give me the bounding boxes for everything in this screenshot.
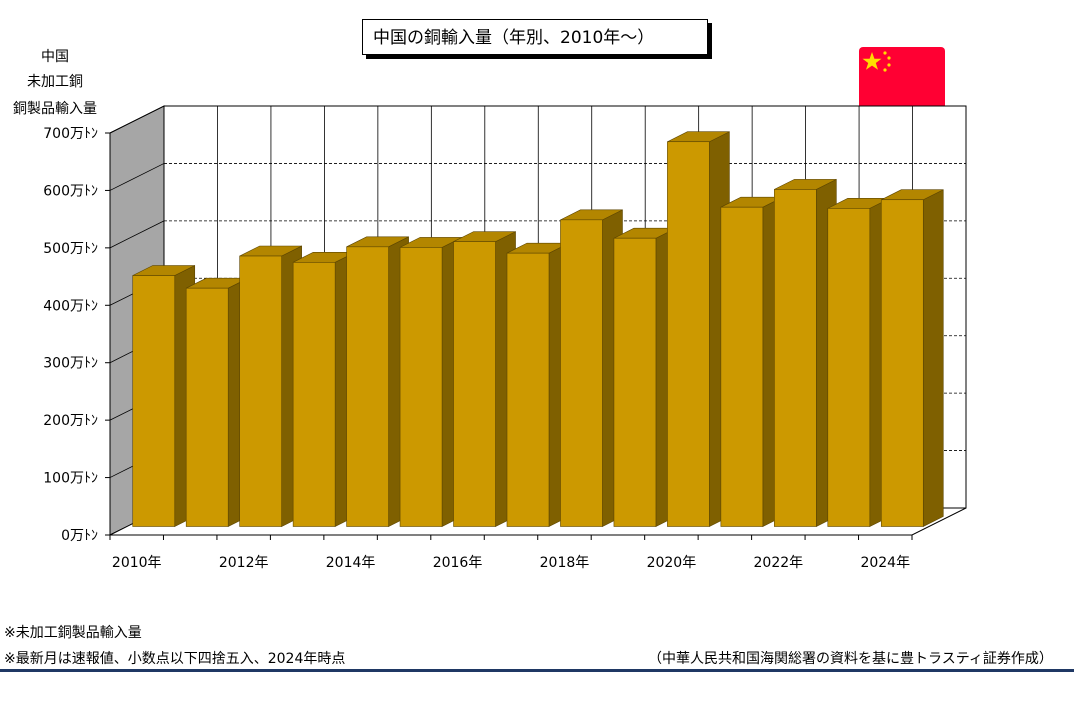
bar [399,247,443,527]
y-tick-label: 300万ﾄﾝ [43,356,98,372]
y-tick-label: 200万ﾄﾝ [43,413,98,429]
note-2: ※最新月は速報値、小数点以下四捨五入、2024年時点 [4,651,346,667]
gridline-wall [109,105,165,134]
gridline-wall [109,220,165,249]
bar [560,219,603,527]
x-tick-label: 2020年 [647,555,697,571]
x-tick-label: 2016年 [433,555,483,571]
gridline-wall [109,163,165,191]
bar-side [922,189,944,527]
x-tick-label: 2022年 [754,555,804,571]
y-axis-title-line1: 中国 [41,49,69,65]
bottom-rule [0,669,1074,672]
source-note: （中華人民共和国海関総署の資料を基に豊トラスティ証券作成） [648,651,1053,667]
bar [720,206,764,527]
bar [185,287,229,527]
x-tick-label: 2010年 [112,555,162,571]
bar [506,252,550,527]
y-tick-label: 700万ﾄﾝ [43,126,98,142]
bar [292,262,336,527]
bar [774,189,817,527]
bar [613,237,657,527]
x-tick-label: 2014年 [326,555,376,571]
y-tick-label: 500万ﾄﾝ [43,241,98,257]
bar [346,246,389,527]
y-tick-label: 600万ﾄﾝ [43,183,98,199]
x-tick-label: 2024年 [860,555,910,571]
bar [827,208,871,527]
bar [239,255,282,527]
y-axis-title-line2: 未加工銅 [27,74,83,90]
note-1: ※未加工銅製品輸入量 [4,625,142,641]
x-tick-label: 2018年 [540,555,590,571]
y-axis-title-line3: 銅製品輸入量 [13,101,97,117]
bar [880,199,924,527]
y-tick-label: 0万ﾄﾝ [61,528,98,544]
x-tick-label: 2012年 [219,555,269,571]
bar [453,241,496,527]
chart-title: 中国の銅輸入量（年別、2010年～） [362,19,708,55]
bar [132,275,176,527]
y-tick-label: 400万ﾄﾝ [43,298,98,314]
y-tick-label: 100万ﾄﾝ [43,471,98,487]
bar [667,141,710,527]
